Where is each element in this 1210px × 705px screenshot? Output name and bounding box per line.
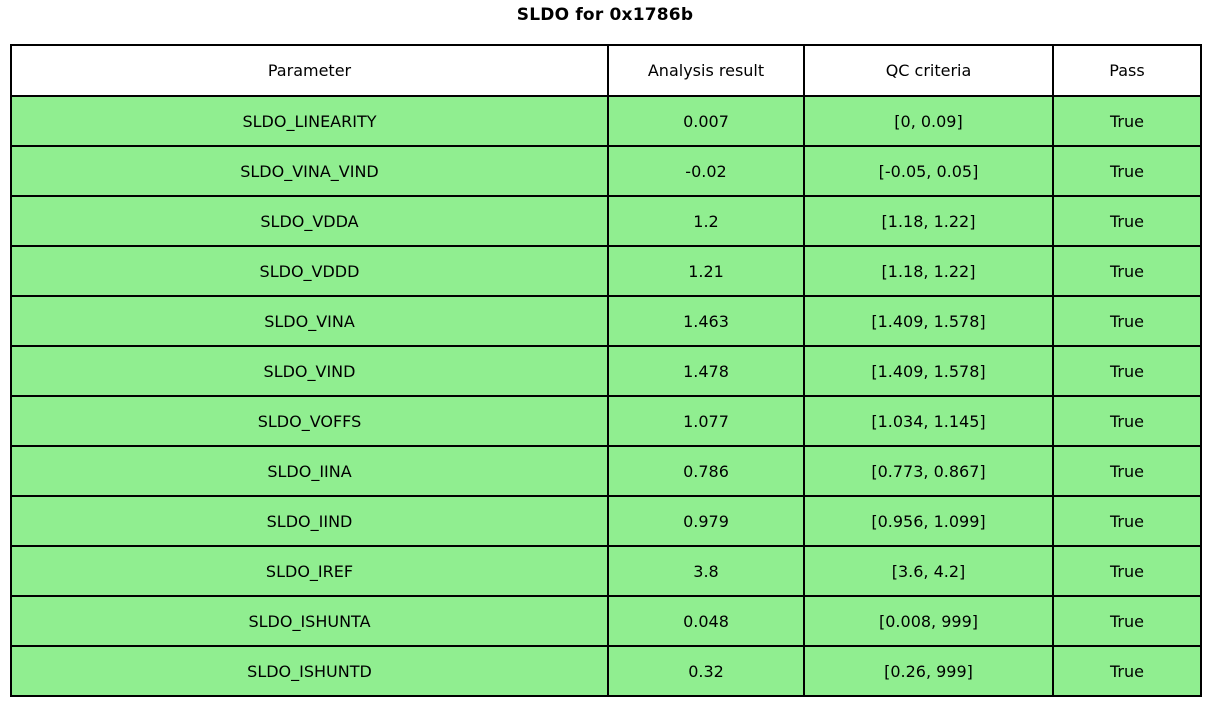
cell-qc-criteria: [0.008, 999] — [803, 595, 1054, 647]
cell-qc-criteria: [0.773, 0.867] — [803, 445, 1054, 497]
cell-parameter: SLDO_IINA — [10, 445, 609, 497]
cell-analysis-result: 0.979 — [607, 495, 805, 547]
cell-parameter: SLDO_VOFFS — [10, 395, 609, 447]
table-row: SLDO_IIND 0.979 [0.956, 1.099] True — [10, 495, 1202, 547]
cell-qc-criteria: [0.26, 999] — [803, 645, 1054, 697]
cell-parameter: SLDO_IREF — [10, 545, 609, 597]
column-header-analysis-result: Analysis result — [607, 44, 805, 97]
cell-pass: True — [1052, 245, 1202, 297]
cell-qc-criteria: [1.409, 1.578] — [803, 345, 1054, 397]
cell-qc-criteria: [0, 0.09] — [803, 95, 1054, 147]
table-row: SLDO_VDDD 1.21 [1.18, 1.22] True — [10, 245, 1202, 297]
cell-analysis-result: 0.048 — [607, 595, 805, 647]
cell-parameter: SLDO_ISHUNTA — [10, 595, 609, 647]
table-body: SLDO_LINEARITY 0.007 [0, 0.09] True SLDO… — [10, 95, 1202, 697]
cell-pass: True — [1052, 545, 1202, 597]
cell-parameter: SLDO_VDDA — [10, 195, 609, 247]
column-header-pass: Pass — [1052, 44, 1202, 97]
cell-qc-criteria: [-0.05, 0.05] — [803, 145, 1054, 197]
table-row: SLDO_ISHUNTD 0.32 [0.26, 999] True — [10, 645, 1202, 697]
cell-pass: True — [1052, 145, 1202, 197]
table-row: SLDO_ISHUNTA 0.048 [0.008, 999] True — [10, 595, 1202, 647]
table-row: SLDO_VIND 1.478 [1.409, 1.578] True — [10, 345, 1202, 397]
cell-parameter: SLDO_LINEARITY — [10, 95, 609, 147]
cell-pass: True — [1052, 295, 1202, 347]
cell-parameter: SLDO_VDDD — [10, 245, 609, 297]
qc-table: Parameter Analysis result QC criteria Pa… — [10, 44, 1202, 697]
table-row: SLDO_LINEARITY 0.007 [0, 0.09] True — [10, 95, 1202, 147]
cell-pass: True — [1052, 395, 1202, 447]
table-row: SLDO_VINA_VIND -0.02 [-0.05, 0.05] True — [10, 145, 1202, 197]
cell-qc-criteria: [1.18, 1.22] — [803, 195, 1054, 247]
column-header-parameter: Parameter — [10, 44, 609, 97]
table-header: Parameter Analysis result QC criteria Pa… — [10, 44, 1202, 97]
table-row: SLDO_VDDA 1.2 [1.18, 1.22] True — [10, 195, 1202, 247]
cell-qc-criteria: [0.956, 1.099] — [803, 495, 1054, 547]
cell-parameter: SLDO_ISHUNTD — [10, 645, 609, 697]
cell-parameter: SLDO_IIND — [10, 495, 609, 547]
cell-analysis-result: 0.32 — [607, 645, 805, 697]
cell-parameter: SLDO_VIND — [10, 345, 609, 397]
cell-pass: True — [1052, 595, 1202, 647]
cell-analysis-result: 0.786 — [607, 445, 805, 497]
cell-pass: True — [1052, 645, 1202, 697]
page-title: SLDO for 0x1786b — [516, 5, 694, 25]
cell-analysis-result: 1.21 — [607, 245, 805, 297]
cell-qc-criteria: [1.034, 1.145] — [803, 395, 1054, 447]
header-row: Parameter Analysis result QC criteria Pa… — [10, 44, 1202, 97]
cell-analysis-result: -0.02 — [607, 145, 805, 197]
cell-qc-criteria: [1.18, 1.22] — [803, 245, 1054, 297]
cell-pass: True — [1052, 495, 1202, 547]
table-row: SLDO_VINA 1.463 [1.409, 1.578] True — [10, 295, 1202, 347]
cell-qc-criteria: [3.6, 4.2] — [803, 545, 1054, 597]
cell-analysis-result: 0.007 — [607, 95, 805, 147]
cell-analysis-result: 1.478 — [607, 345, 805, 397]
cell-pass: True — [1052, 445, 1202, 497]
cell-pass: True — [1052, 195, 1202, 247]
cell-parameter: SLDO_VINA_VIND — [10, 145, 609, 197]
cell-pass: True — [1052, 95, 1202, 147]
cell-analysis-result: 1.2 — [607, 195, 805, 247]
table-row: SLDO_IREF 3.8 [3.6, 4.2] True — [10, 545, 1202, 597]
cell-qc-criteria: [1.409, 1.578] — [803, 295, 1054, 347]
cell-pass: True — [1052, 345, 1202, 397]
table-row: SLDO_IINA 0.786 [0.773, 0.867] True — [10, 445, 1202, 497]
cell-analysis-result: 1.077 — [607, 395, 805, 447]
cell-analysis-result: 1.463 — [607, 295, 805, 347]
cell-parameter: SLDO_VINA — [10, 295, 609, 347]
cell-analysis-result: 3.8 — [607, 545, 805, 597]
table-row: SLDO_VOFFS 1.077 [1.034, 1.145] True — [10, 395, 1202, 447]
column-header-qc-criteria: QC criteria — [803, 44, 1054, 97]
